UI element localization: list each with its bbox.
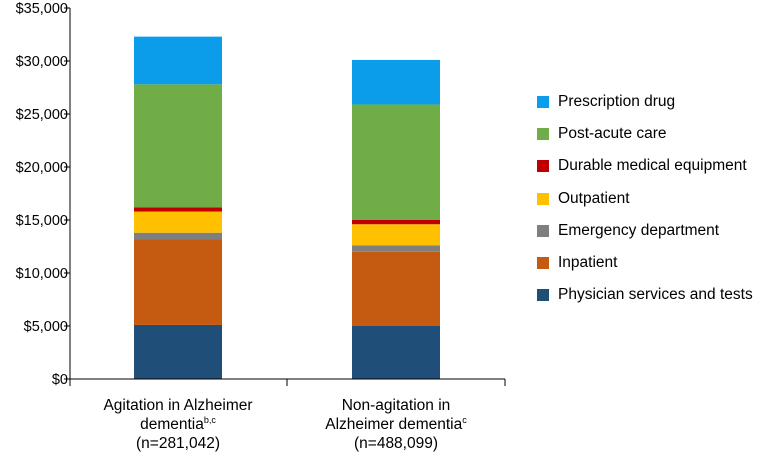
y-tick-label: $15,000 xyxy=(16,213,68,229)
legend-label: Emergency department xyxy=(558,221,720,239)
bar-segment xyxy=(134,324,222,379)
legend-label: Durable medical equipment xyxy=(558,157,747,175)
legend-swatch xyxy=(537,96,549,109)
y-tick-label: $20,000 xyxy=(16,160,68,176)
legend-swatch xyxy=(537,160,549,173)
bars xyxy=(134,36,440,379)
bar-segment xyxy=(352,326,440,379)
legend-swatch xyxy=(537,289,549,302)
bar-segment xyxy=(134,207,222,212)
bar-segment xyxy=(352,224,440,246)
legend-item: Physician services and tests xyxy=(537,279,753,311)
y-tick-label: $35,000 xyxy=(16,1,68,17)
bar-segment xyxy=(134,211,222,233)
legend-swatch xyxy=(537,128,549,141)
legend-label: Prescription drug xyxy=(558,93,676,111)
legend: Prescription drug Post-acute care Durable … xyxy=(537,86,753,311)
legend-item: Outpatient xyxy=(537,183,753,215)
legend-label: Post-acute care xyxy=(558,125,667,143)
legend-label: Inpatient xyxy=(558,254,618,272)
y-tick-label: $10,000 xyxy=(16,266,68,282)
bar-segment xyxy=(134,84,222,208)
legend-item: Prescription drug xyxy=(537,86,753,118)
x-axis xyxy=(69,378,506,386)
bar-segment xyxy=(352,251,440,326)
bar-segment xyxy=(134,239,222,325)
y-tick-label: $25,000 xyxy=(16,107,68,123)
bar-segment xyxy=(352,104,440,220)
bar-segment xyxy=(134,232,222,240)
legend-item: Inpatient xyxy=(537,247,753,279)
legend-label: Physician services and tests xyxy=(558,286,753,304)
legend-label: Outpatient xyxy=(558,189,630,207)
y-tick-label: $5,000 xyxy=(24,319,68,335)
legend-swatch xyxy=(537,257,549,270)
bar-segment xyxy=(134,36,222,85)
y-tick-label: $0 xyxy=(52,372,68,388)
legend-swatch xyxy=(537,224,549,237)
x-category-label-0: Agitation in Alzheimer dementiab,c (n=28… xyxy=(103,397,253,452)
legend-item: Durable medical equipment xyxy=(537,150,753,182)
bar-segment xyxy=(352,59,440,105)
x-category-label-1: Non-agitation in Alzheimer dementiac (n=… xyxy=(325,397,467,452)
y-tick-label: $30,000 xyxy=(16,54,68,70)
y-axis: $0 $5,000 $10,000 $15,000 $20,000 $25,000 $30,… xyxy=(16,1,71,388)
legend-swatch xyxy=(537,192,549,205)
bar-segment xyxy=(352,220,440,225)
bar-segment xyxy=(352,245,440,252)
legend-item: Post-acute care xyxy=(537,118,753,150)
legend-item: Emergency department xyxy=(537,215,753,247)
